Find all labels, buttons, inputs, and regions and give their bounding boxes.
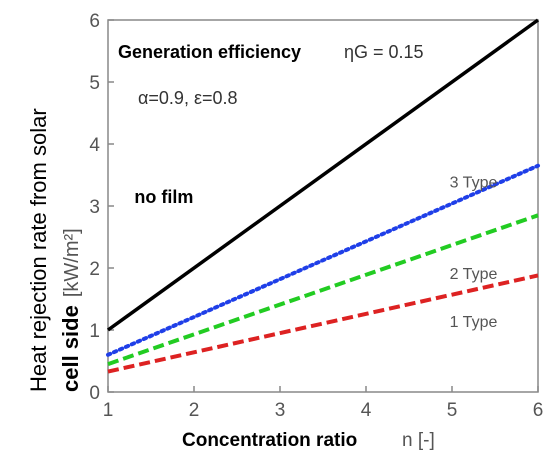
series-line-no-film	[106, 18, 540, 332]
x-tick-label: 5	[447, 400, 458, 421]
y-axis-title-line2: cell side [kW/m²]	[58, 228, 83, 392]
y-tick-label: 2	[89, 259, 100, 280]
y-tick-label: 4	[89, 135, 100, 156]
y-axis-title-bold: cell side	[58, 305, 83, 392]
series-layer	[106, 18, 540, 374]
y-axis-unit: [kW/m²]	[61, 228, 83, 297]
y-tick-label: 5	[89, 73, 100, 94]
y-tick-label: 0	[89, 383, 100, 404]
x-axis-title: Concentration ratio	[182, 430, 357, 451]
series-label-no-film: no film	[134, 187, 193, 207]
x-axis-unit: n [-]	[402, 430, 435, 451]
annotation-efficiency-value: ηG = 0.15	[344, 42, 424, 62]
annotation-efficiency-label: Generation efficiency	[118, 42, 301, 62]
y-tick-label: 3	[89, 197, 100, 218]
series-line-3-type	[106, 163, 540, 357]
series-line-1-type	[107, 273, 539, 374]
y-tick-label: 1	[89, 321, 100, 342]
x-tick-label: 4	[361, 400, 372, 421]
series-label-2-type: 2 Type	[450, 266, 498, 283]
series-labels: no film 3 Type 2 Type 1 Type	[134, 174, 497, 331]
x-tick-label: 6	[533, 400, 544, 421]
series-line-2-type	[107, 213, 539, 366]
x-tick-label: 3	[275, 400, 286, 421]
series-label-1-type: 1 Type	[450, 314, 498, 331]
series-label-3-type: 3 Type	[450, 174, 498, 191]
annotation-alpha-epsilon: α=0.9, ε=0.8	[138, 88, 238, 108]
x-tick-label: 2	[189, 400, 200, 421]
x-tick-label: 1	[103, 400, 114, 421]
y-axis-title-line1: Heat rejection rate from solar	[26, 108, 51, 392]
y-tick-label: 6	[89, 11, 100, 32]
